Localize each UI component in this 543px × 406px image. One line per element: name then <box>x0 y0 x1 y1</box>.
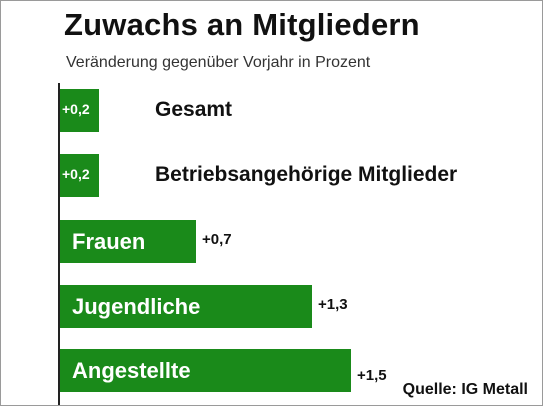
value-label-1: +0,2 <box>62 166 90 182</box>
bar-3 <box>60 285 312 328</box>
category-label-4: Angestellte <box>72 358 191 383</box>
category-label-2: Frauen <box>72 229 146 254</box>
value-label-3: +1,3 <box>318 296 348 313</box>
bar-4 <box>60 349 351 392</box>
category-label-3: Jugendliche <box>72 294 201 319</box>
category-label-1: Betriebsangehörige Mitglieder <box>155 163 458 186</box>
value-label-2: +0,7 <box>202 231 232 248</box>
source-note: Quelle: IG Metall <box>402 381 528 398</box>
chart-title: Zuwachs an Mitgliedern <box>64 7 420 42</box>
chart-axis-line <box>58 83 60 405</box>
category-label-0: Gesamt <box>155 98 233 121</box>
bar-1 <box>60 154 99 197</box>
bar-0 <box>60 89 99 132</box>
value-label-4: +1,5 <box>357 367 387 384</box>
value-label-0: +0,2 <box>62 101 90 117</box>
chart-subtitle: Veränderung gegenüber Vorjahr in Prozent <box>66 54 371 71</box>
bar-2 <box>60 220 196 263</box>
